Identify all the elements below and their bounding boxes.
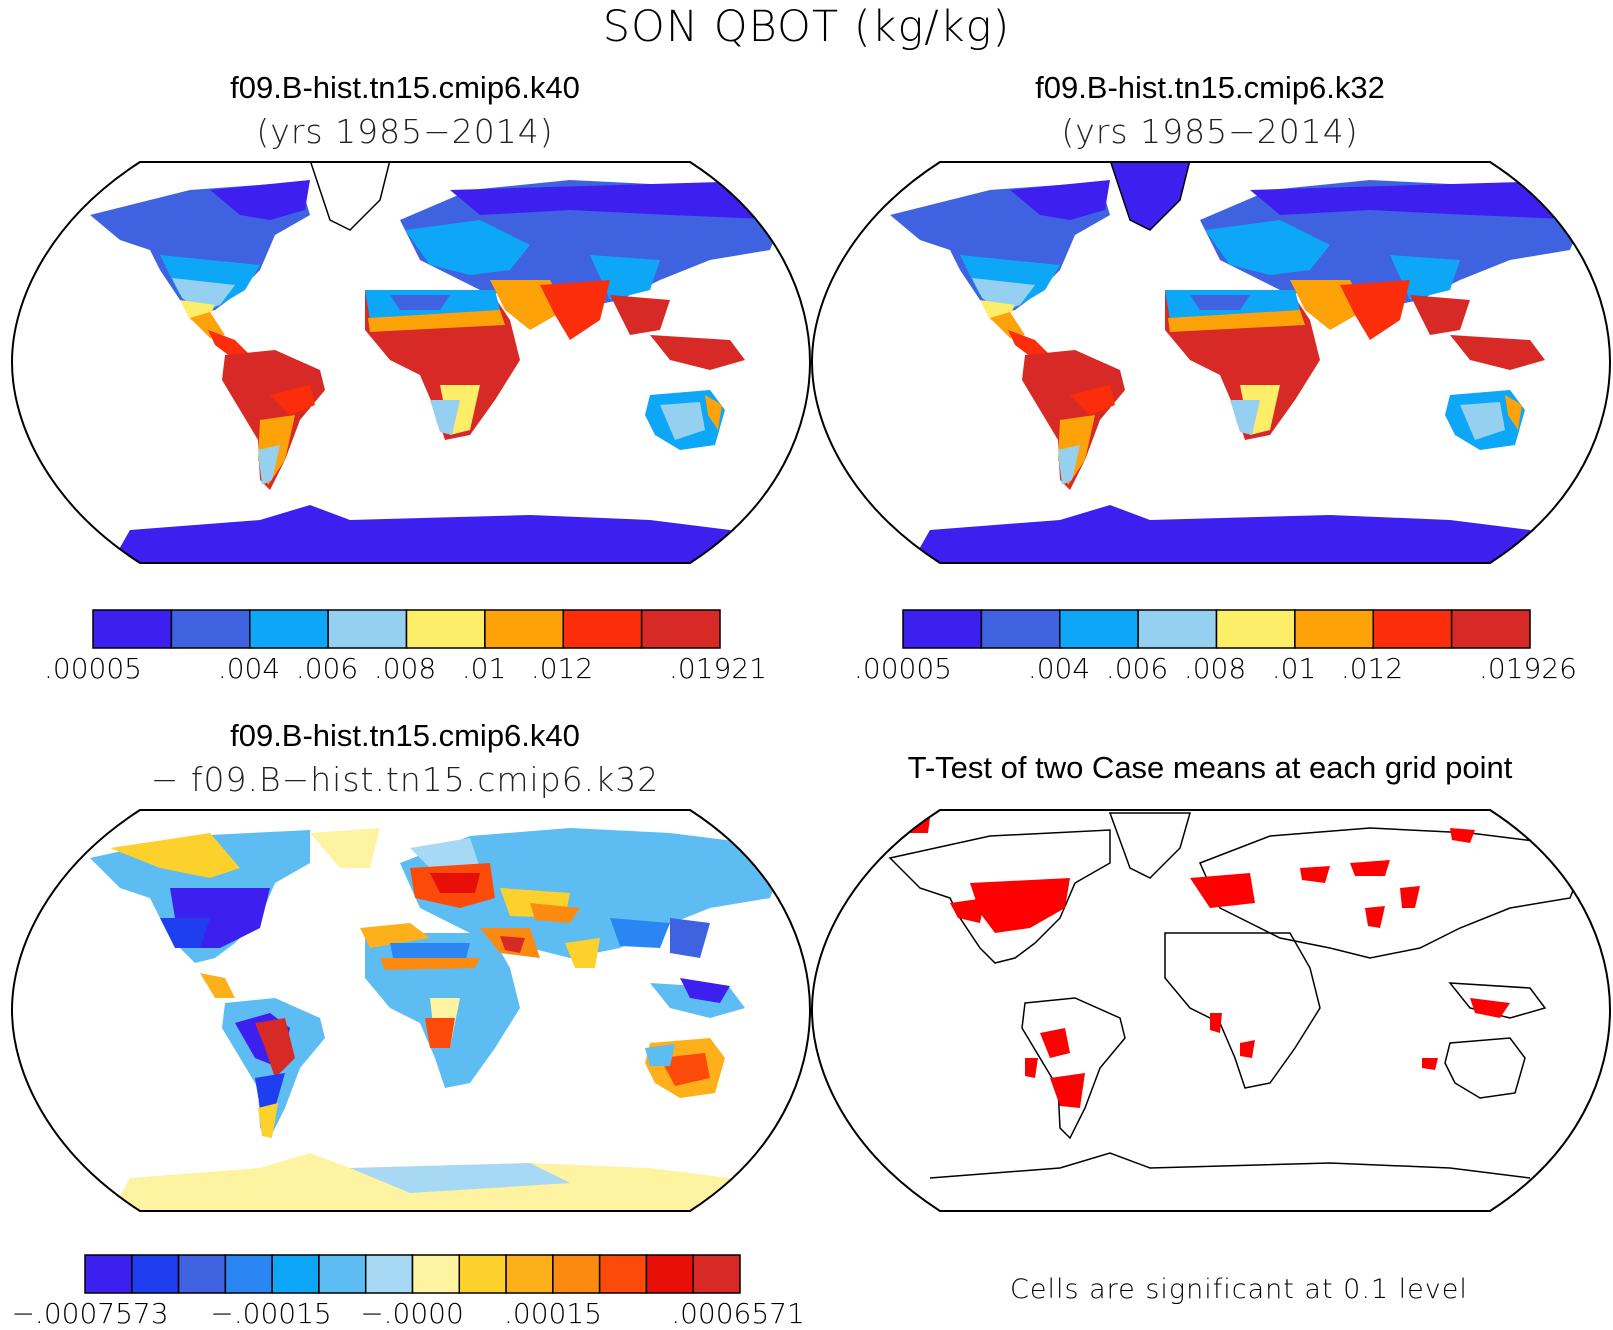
cb-tr-label-1: .004 bbox=[1027, 652, 1091, 685]
cb-tl-swatch-4 bbox=[405, 609, 486, 649]
cb-bl-label-0: −.0007573 bbox=[11, 1297, 169, 1330]
cb-bl-swatch-9 bbox=[505, 1254, 554, 1294]
panel-tl-case-name: f09.B-hist.tn15.cmip6.k40 bbox=[230, 70, 580, 105]
cb-tr-swatch-7 bbox=[1450, 609, 1531, 649]
cb-bl-swatch-10 bbox=[552, 1254, 601, 1294]
cb-tl-label-3: .008 bbox=[373, 652, 437, 685]
cb-tl-swatch-6 bbox=[562, 609, 643, 649]
cb-bl-swatch-0 bbox=[84, 1254, 133, 1294]
panel-bl-minus-case: − f09.B−hist.tn15.cmip6.k32 bbox=[150, 760, 660, 799]
cb-tr-label-4: .01 bbox=[1271, 652, 1317, 685]
cb-bl-label-1: −.00015 bbox=[210, 1297, 332, 1330]
panel-tl-years: (yrs 1985−2014) bbox=[256, 112, 554, 151]
cb-tl-swatch-1 bbox=[170, 609, 251, 649]
cb-tr-label-0: .00005 bbox=[854, 652, 952, 685]
cb-tr-swatch-4 bbox=[1215, 609, 1296, 649]
cb-tl-label-5: .012 bbox=[530, 652, 594, 685]
cb-tr-swatch-3 bbox=[1137, 609, 1218, 649]
cb-tr-label-5: .012 bbox=[1340, 652, 1404, 685]
map-br bbox=[810, 809, 1612, 1212]
panel-tr-case-name: f09.B-hist.tn15.cmip6.k32 bbox=[1035, 70, 1385, 105]
map-tr bbox=[810, 161, 1612, 564]
cb-bl-swatch-8 bbox=[458, 1254, 507, 1294]
cb-tl-label-1: .004 bbox=[217, 652, 281, 685]
cb-tl-swatch-5 bbox=[484, 609, 565, 649]
cb-tr-swatch-6 bbox=[1372, 609, 1453, 649]
cb-bl-label-3: .00015 bbox=[504, 1297, 602, 1330]
cb-tl-label-0: .00005 bbox=[44, 652, 142, 685]
panel-br-note: Cells are significant at 0.1 level bbox=[1010, 1274, 1468, 1305]
colorbar-bl bbox=[84, 1254, 741, 1294]
cb-tl-label-4: .01 bbox=[461, 652, 507, 685]
cb-tl-label-6: .01921 bbox=[669, 652, 767, 685]
cb-bl-swatch-1 bbox=[131, 1254, 180, 1294]
map-tl bbox=[10, 161, 812, 564]
cb-tl-swatch-0 bbox=[92, 609, 173, 649]
map-bl bbox=[10, 809, 812, 1212]
cb-bl-swatch-3 bbox=[224, 1254, 273, 1294]
colorbar-tr bbox=[902, 609, 1531, 649]
cb-bl-label-4: .0006571 bbox=[671, 1297, 805, 1330]
panel-br-title: T-Test of two Case means at each grid po… bbox=[907, 750, 1513, 785]
cb-tl-swatch-3 bbox=[327, 609, 408, 649]
cb-bl-swatch-13 bbox=[692, 1254, 741, 1294]
cb-tr-swatch-5 bbox=[1294, 609, 1375, 649]
cb-tr-label-2: .006 bbox=[1105, 652, 1169, 685]
cb-tr-label-6: .01926 bbox=[1479, 652, 1577, 685]
colorbar-tl bbox=[92, 609, 721, 649]
cb-bl-swatch-5 bbox=[318, 1254, 367, 1294]
cb-bl-swatch-12 bbox=[645, 1254, 694, 1294]
cb-bl-swatch-2 bbox=[177, 1254, 227, 1294]
panel-bl-case-name: f09.B-hist.tn15.cmip6.k40 bbox=[230, 718, 580, 753]
cb-tl-label-2: .006 bbox=[295, 652, 359, 685]
cb-bl-swatch-4 bbox=[271, 1254, 320, 1294]
cb-bl-swatch-7 bbox=[411, 1254, 461, 1294]
cb-tr-label-3: .008 bbox=[1183, 652, 1247, 685]
cb-tr-swatch-0 bbox=[902, 609, 983, 649]
cb-tl-swatch-7 bbox=[640, 609, 721, 649]
cb-bl-label-2: −.0000 bbox=[360, 1297, 464, 1330]
cb-tr-swatch-2 bbox=[1059, 609, 1139, 649]
figure-title: SON QBOT (kg/kg) bbox=[602, 2, 1011, 52]
cb-tl-swatch-2 bbox=[249, 609, 329, 649]
panel-tr-years: (yrs 1985−2014) bbox=[1061, 112, 1359, 151]
cb-bl-swatch-11 bbox=[598, 1254, 648, 1294]
cb-bl-swatch-6 bbox=[364, 1254, 414, 1294]
antarctica-land bbox=[110, 505, 750, 563]
cb-tr-swatch-1 bbox=[980, 609, 1061, 649]
